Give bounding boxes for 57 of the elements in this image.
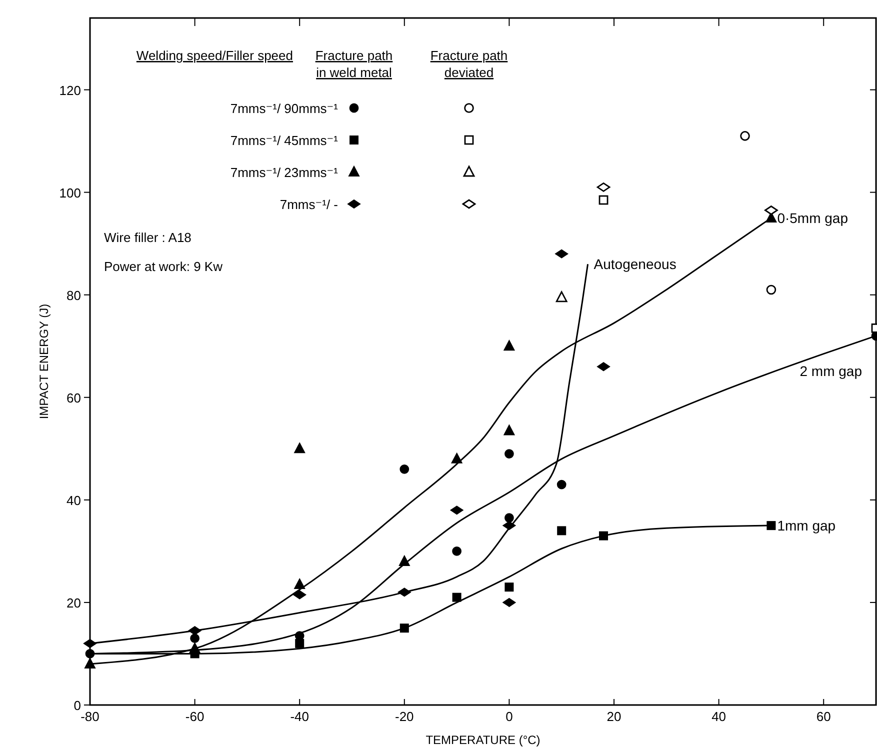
legend-label: 7mms⁻¹/ - — [280, 197, 338, 212]
x-axis-title: TEMPERATURE (°C) — [426, 733, 540, 747]
legend-title: Welding speed/Filler speed — [136, 48, 293, 63]
series-label: 0·5mm gap — [777, 210, 848, 226]
point — [504, 582, 514, 592]
y-tick-label: 80 — [66, 288, 81, 303]
point — [451, 452, 462, 464]
x-tick-label: -60 — [185, 709, 204, 724]
annotation: Wire filler : A18 — [104, 230, 192, 245]
x-tick-label: 60 — [816, 709, 831, 724]
y-tick-label: 120 — [59, 82, 81, 98]
x-tick-label: 0 — [506, 709, 513, 724]
point — [764, 206, 778, 215]
point — [504, 449, 514, 458]
point — [555, 249, 568, 258]
y-tick-label: 40 — [66, 492, 81, 508]
point — [504, 340, 515, 351]
series-label: Autogeneous — [594, 256, 676, 272]
point — [452, 592, 462, 602]
point — [84, 658, 96, 668]
y-tick-label: 20 — [66, 595, 81, 610]
y-tick-label: 0 — [74, 698, 81, 713]
series-label: 1mm gap — [777, 518, 836, 534]
point — [740, 131, 750, 141]
point — [557, 526, 566, 536]
point — [450, 506, 464, 515]
legend-label: 7mms⁻¹/ 90mms⁻¹ — [230, 101, 339, 116]
point — [190, 634, 200, 644]
y-tick-label: 60 — [66, 390, 81, 406]
point — [294, 442, 306, 454]
annotation: Power at work: 9 Kw — [104, 259, 224, 274]
annotation: Fracture path deviated — [430, 48, 508, 80]
point — [452, 546, 462, 556]
y-axis-title: IMPACT ENERGY (J) — [37, 304, 51, 420]
point — [597, 362, 610, 372]
point — [295, 638, 304, 648]
point — [556, 480, 566, 490]
series-label: 2 mm gap — [800, 362, 862, 379]
point — [400, 464, 410, 474]
point — [766, 284, 776, 295]
point — [596, 182, 610, 192]
y-tick-label: 100 — [59, 185, 81, 200]
point — [504, 513, 514, 523]
annotation: Fracture path in weld metal — [315, 48, 393, 80]
point — [502, 598, 516, 607]
legend-label: 7mms⁻¹/ 23mms⁻¹ — [230, 165, 339, 180]
point — [504, 424, 515, 436]
x-tick-label: 20 — [606, 709, 622, 724]
x-tick-label: -20 — [395, 709, 414, 724]
point — [293, 590, 306, 600]
x-tick-label: 40 — [712, 709, 726, 724]
x-tick-label: -80 — [80, 709, 100, 724]
x-tick-label: -40 — [290, 709, 309, 724]
point — [294, 578, 306, 590]
point — [766, 521, 776, 530]
point — [556, 291, 568, 302]
legend-label: 7mms⁻¹/ 45mms⁻¹ — [230, 133, 339, 148]
